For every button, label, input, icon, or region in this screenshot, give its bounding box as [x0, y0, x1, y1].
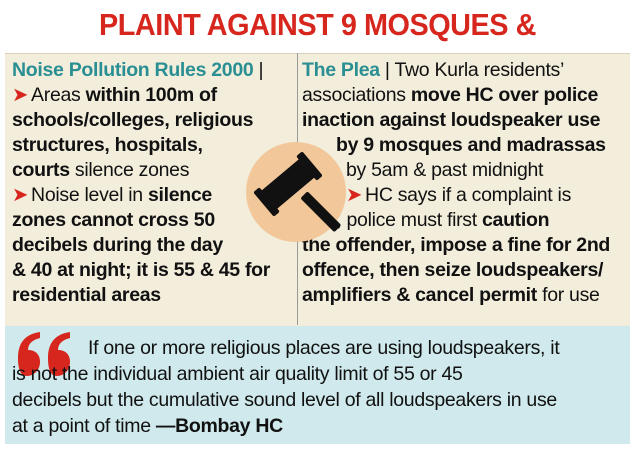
left-p2-text-b: silence: [147, 184, 212, 206]
arrow-bullet-icon: ➤: [12, 84, 29, 106]
right-r2-text-a: HC says if a complaint is: [365, 184, 572, 206]
quote-mark-icon: [12, 328, 76, 382]
quote-box: [5, 326, 630, 444]
right-point-2-line-2: filed, police must first caution: [302, 208, 628, 233]
gavel-icon: [236, 132, 356, 252]
right-point-2-line-5: amplifiers & cancel permit for use: [302, 283, 628, 308]
right-heading-line: The Plea | Two Kurla residents’: [302, 58, 628, 83]
left-p1-text-b: within 100m of: [85, 84, 218, 106]
left-point-2-line-5: residential areas: [12, 284, 161, 306]
left-column: Noise Pollution Rules 2000 | ➤ Areas with…: [12, 58, 296, 308]
right-title-sep: | Two Kurla residents’: [379, 59, 565, 81]
left-point-2-line-1: ➤ Noise level in silence: [12, 183, 296, 208]
arrow-bullet-icon: ➤: [346, 184, 363, 206]
quote-line-4: at a point of time —Bombay HC: [12, 413, 624, 439]
left-p1-text-e: courts: [12, 159, 70, 181]
quote-line-3: decibels but the cumulative sound level …: [12, 389, 557, 411]
left-title-sep: |: [253, 59, 264, 81]
right-r2-text-g: for use: [536, 284, 600, 306]
left-point-1-line-1: ➤ Areas within 100m of: [12, 83, 296, 108]
quote-line-2: is not the individual ambient air qualit…: [12, 363, 463, 385]
right-r1-text-b: move HC over police: [410, 84, 599, 106]
right-r1-text-a: associations: [302, 84, 411, 106]
left-title: Noise Pollution Rules 2000: [12, 59, 254, 81]
right-point-1-line-3: by 9 mosques and madrassas: [336, 134, 606, 156]
right-point-2-line-3: the offender, impose a fine for 2nd: [302, 234, 611, 256]
quote-line-4-text: at a point of time: [12, 415, 156, 437]
right-point-1-line-1: associations move HC over police: [302, 83, 628, 108]
left-point-2-line-4: & 40 at night; it is 55 & 45 for: [12, 259, 271, 281]
left-point-1-line-3: structures, hospitals,: [12, 134, 203, 156]
right-title: The Plea: [302, 59, 380, 81]
left-p1-text-f: silence zones: [69, 159, 190, 181]
right-point-1-line-2: inaction against loudspeaker use: [302, 109, 601, 131]
right-r2-text-f: amplifiers & cancel permit: [302, 284, 537, 306]
right-point-2-line-4: offence, then seize loudspeakers/: [302, 259, 604, 281]
left-point-2-line-2: zones cannot cross 50: [12, 209, 215, 231]
headline: PLAINT AGAINST 9 MOSQUES & MADRASSAS: [99, 7, 536, 92]
right-r2-text-c: caution: [481, 209, 550, 231]
right-point-1-line-4: by 5am & past midnight: [346, 159, 544, 181]
left-point-1-line-4: courts silence zones: [12, 158, 296, 183]
left-heading-line: Noise Pollution Rules 2000 |: [12, 58, 296, 83]
right-column: The Plea | Two Kurla residents’ associat…: [302, 58, 628, 308]
right-point-2-line-1: ➤ HC says if a complaint is: [302, 183, 628, 208]
left-p2-text-a: Noise level in: [31, 184, 148, 206]
arrow-bullet-icon: ➤: [12, 184, 29, 206]
quote-text: If one or more religious places are usin…: [12, 335, 624, 439]
left-point-2-line-3: decibels during the day: [12, 234, 223, 256]
right-r2-text-b: filed, police must first: [302, 209, 482, 231]
quote-attribution: —Bombay HC: [155, 415, 283, 437]
left-point-1-line-2: schools/colleges, religious: [12, 109, 254, 131]
left-p1-text-a: Areas: [31, 84, 86, 106]
quote-line-1: If one or more religious places are usin…: [88, 337, 560, 359]
